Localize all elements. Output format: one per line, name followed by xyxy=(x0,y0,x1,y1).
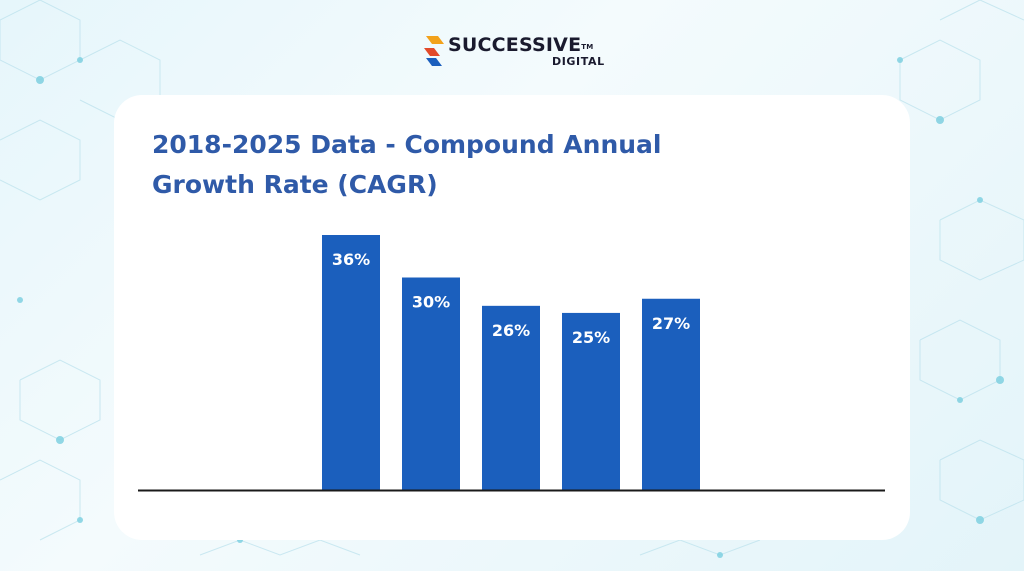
bar-chart: 36% 30% 26% 25% 27% xyxy=(138,235,885,492)
brand-name: SUCCESSIVETM xyxy=(448,34,594,56)
bar-5 xyxy=(642,298,700,490)
bar-1 xyxy=(322,235,380,490)
chart-title: 2018-2025 Data - Compound Annual Growth … xyxy=(152,130,662,199)
bar-4 xyxy=(562,312,620,490)
brand-subtitle: DIGITAL xyxy=(552,55,605,68)
bar-2 xyxy=(402,277,460,490)
bar-value-label-2: 30% xyxy=(412,293,450,312)
bar-value-label-5: 27% xyxy=(652,314,690,333)
trademark-mark: TM xyxy=(581,43,594,51)
successive-logo-icon xyxy=(424,36,444,66)
bar-value-label-1: 36% xyxy=(332,250,370,269)
bar-value-label-4: 25% xyxy=(572,328,610,347)
brand-logo: SUCCESSIVETM DIGITAL xyxy=(424,34,614,74)
bar-3 xyxy=(482,305,540,490)
bar-value-label-3: 26% xyxy=(492,321,530,340)
chart-card: 2018-2025 Data - Compound Annual Growth … xyxy=(114,95,910,540)
